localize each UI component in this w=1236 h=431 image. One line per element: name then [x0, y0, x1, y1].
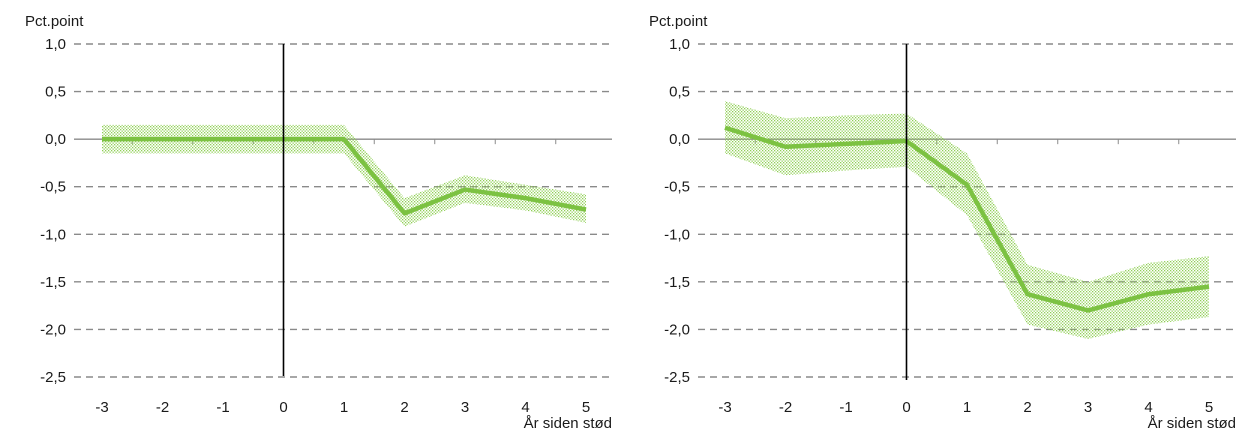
y-tick-label: -2,0 [40, 321, 66, 338]
chart-right: Pct.point År siden stød 1,0 0,5 0,0 -0,5 -1,… [649, 13, 1236, 431]
x-tick-label: -3 [718, 399, 731, 416]
x-tick-label: 4 [521, 399, 529, 416]
y-tick-label: 0,0 [45, 131, 66, 148]
y-tick-label: -1,0 [664, 226, 690, 243]
x-tick-label: -2 [156, 399, 169, 416]
y-tick-label: 1,0 [45, 36, 66, 53]
x-tick-label: -3 [95, 399, 108, 416]
x-tick-label: 3 [1084, 399, 1092, 416]
y-axis-label: Pct.point [649, 13, 708, 30]
x-axis-label: År siden stød [1148, 415, 1236, 431]
x-tick-label: 5 [1205, 399, 1213, 416]
x-tick-label: 1 [340, 399, 348, 416]
y-tick-label: -2,0 [664, 321, 690, 338]
y-tick-label: 0,5 [669, 84, 690, 101]
y-tick-label: 0,5 [45, 84, 66, 101]
y-tick-label: -1,5 [40, 274, 66, 291]
y-tick-label: -2,5 [40, 369, 66, 386]
y-tick-label: -0,5 [664, 179, 690, 196]
x-tick-label: -2 [779, 399, 792, 416]
x-tick-label: -1 [839, 399, 852, 416]
confidence-band [102, 124, 586, 227]
y-tick-label: -0,5 [40, 179, 66, 196]
x-tick-label: 2 [1023, 399, 1031, 416]
x-tick-label: 3 [461, 399, 469, 416]
x-tick-label: 4 [1144, 399, 1152, 416]
y-tick-label: -1,0 [40, 226, 66, 243]
x-tick-label: 0 [279, 399, 287, 416]
x-tick-label: -1 [216, 399, 229, 416]
confidence-band [725, 101, 1209, 339]
y-tick-label: -2,5 [664, 369, 690, 386]
y-tick-label: 1,0 [669, 36, 690, 53]
y-tick-label: 0,0 [669, 131, 690, 148]
x-axis-label: År siden stød [524, 415, 612, 431]
x-tick-label: 0 [902, 399, 910, 416]
x-tick-label: 1 [963, 399, 971, 416]
x-tick-label: 2 [400, 399, 408, 416]
y-tick-label: -1,5 [664, 274, 690, 291]
y-axis-label: Pct.point [25, 13, 84, 30]
chart-left: Pct.point År siden stød 1,0 0,5 0,0 -0,5 -1,… [25, 13, 612, 431]
x-tick-label: 5 [582, 399, 590, 416]
